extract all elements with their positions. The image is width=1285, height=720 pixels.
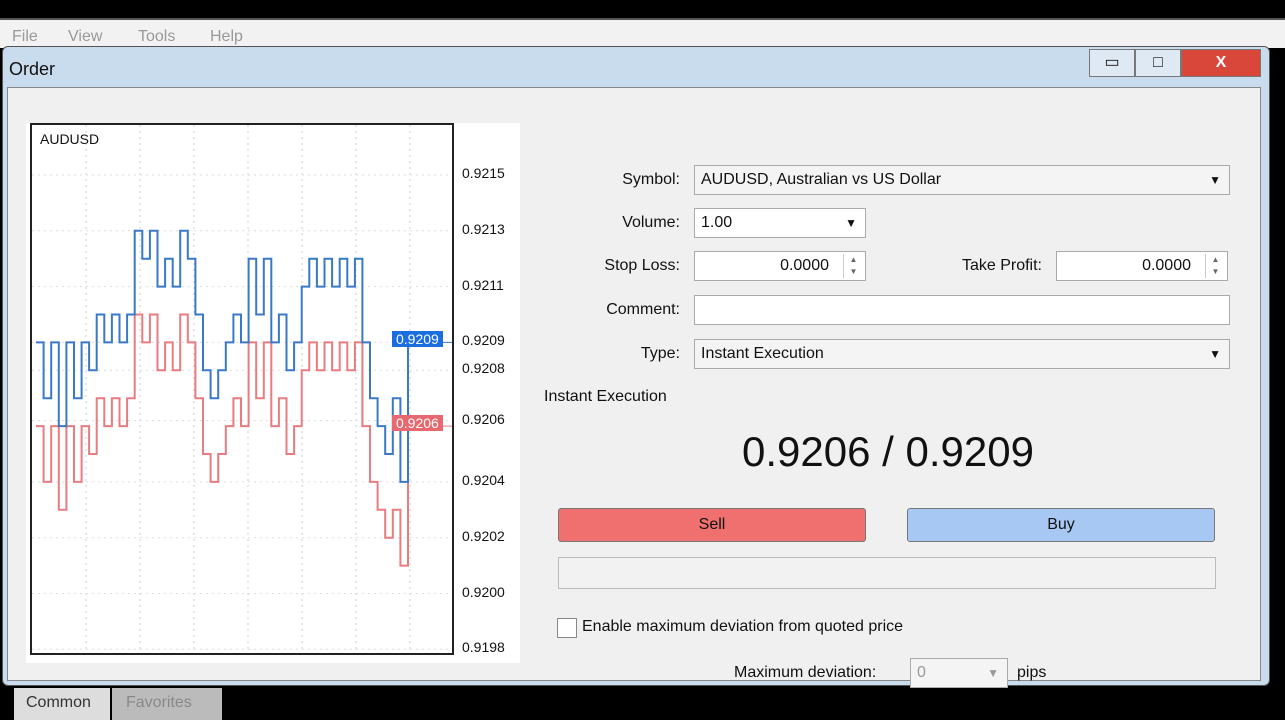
deviation-checkbox[interactable]: [557, 618, 577, 638]
menu-help[interactable]: Help: [210, 28, 243, 45]
stop-loss-spinner[interactable]: ▲ ▼: [843, 254, 863, 278]
close-button[interactable]: X: [1181, 49, 1261, 77]
menu-tools[interactable]: Tools: [138, 28, 176, 45]
menu-bar: File View Tools Help: [0, 18, 1285, 48]
quote-display: 0.9206 / 0.9209: [742, 428, 1034, 475]
y-tick-label: 0.9211: [462, 276, 504, 293]
bid-price-tag: 0.9206: [392, 415, 443, 432]
stop-loss-value: 0.0000: [780, 257, 829, 274]
symbol-label: Symbol:: [622, 171, 680, 188]
minimize-button[interactable]: ▭: [1089, 49, 1135, 77]
volume-combo[interactable]: 1.00: [694, 208, 866, 238]
deviation-checkbox-label[interactable]: Enable maximum deviation from quoted pri…: [582, 618, 904, 635]
max-deviation-input[interactable]: 0: [910, 658, 1008, 688]
y-tick-label: 0.9206: [462, 410, 505, 427]
y-tick-label: 0.9215: [462, 165, 505, 181]
y-tick-label: 0.9202: [462, 527, 505, 544]
type-label: Type:: [640, 345, 680, 362]
take-profit-spinner[interactable]: ▲ ▼: [1205, 254, 1225, 278]
execution-heading: Instant Execution: [544, 388, 667, 405]
tab-favorites[interactable]: Favorites: [112, 688, 222, 720]
stop-loss-input[interactable]: 0.0000 ▲ ▼: [694, 251, 866, 281]
comment-input[interactable]: [694, 295, 1230, 325]
sell-button[interactable]: Sell: [558, 508, 866, 542]
status-bar: [558, 557, 1216, 589]
maximize-button[interactable]: □: [1135, 49, 1181, 77]
y-tick-label: 0.9208: [462, 360, 505, 377]
y-tick-label: 0.9198: [462, 639, 505, 656]
order-window: Order ▭ □ X AUDUSD 0.9215 0.9213 0.9211 0.9…: [2, 46, 1270, 688]
y-tick-label: 0.9213: [462, 220, 505, 237]
ask-price-tag: 0.9209: [392, 331, 443, 348]
type-select[interactable]: Instant Execution: [694, 339, 1230, 369]
take-profit-input[interactable]: 0.0000 ▲ ▼: [1056, 251, 1228, 281]
max-deviation-label: Maximum deviation:: [734, 664, 877, 681]
price-series-line: [36, 313, 409, 567]
comment-label: Comment:: [606, 301, 680, 318]
price-series-line: [36, 229, 409, 483]
take-profit-value: 0.0000: [1142, 257, 1191, 274]
stop-loss-label: Stop Loss:: [604, 257, 680, 274]
pips-label: pips: [1017, 664, 1047, 681]
chart-plot-area: AUDUSD: [30, 123, 454, 655]
y-tick-label: 0.9209: [462, 332, 505, 349]
symbol-select[interactable]: AUDUSD, Australian vs US Dollar: [694, 165, 1230, 195]
volume-label: Volume:: [622, 214, 680, 231]
order-dialog-body: AUDUSD 0.9215 0.9213 0.9211 0.9209 0.9208 0.9…: [7, 87, 1261, 688]
price-chart: AUDUSD 0.9215 0.9213 0.9211 0.9209 0.9208 0.9…: [26, 123, 520, 663]
menu-file[interactable]: File: [12, 28, 38, 45]
y-tick-label: 0.9204: [462, 471, 505, 488]
take-profit-label: Take Profit:: [961, 257, 1042, 274]
window-title: Order: [9, 59, 56, 79]
y-tick-label: 0.9200: [462, 583, 505, 600]
buy-button[interactable]: Buy: [907, 508, 1215, 542]
menu-view[interactable]: View: [68, 28, 103, 45]
chart-symbol: AUDUSD: [40, 131, 100, 147]
tab-common[interactable]: Common: [14, 688, 110, 720]
chart-svg: [32, 125, 452, 653]
